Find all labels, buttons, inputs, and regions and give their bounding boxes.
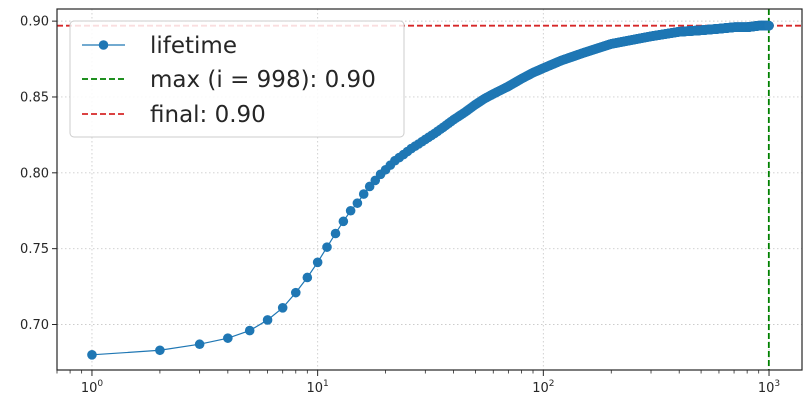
x-tick-label: 101 — [307, 379, 329, 396]
data-point — [364, 181, 375, 192]
data-point — [352, 198, 363, 208]
data-point — [87, 350, 97, 360]
data-point — [194, 339, 205, 350]
data-point — [338, 216, 349, 227]
data-point — [764, 20, 774, 31]
x-tick-label: 103 — [758, 379, 780, 396]
data-point — [223, 333, 233, 343]
legend-box — [69, 20, 405, 138]
data-point — [312, 257, 323, 268]
plot-area — [57, 9, 802, 370]
y-tick-label: 0.90 — [20, 15, 49, 30]
data-point — [262, 315, 273, 325]
x-tick-label: 100 — [81, 379, 104, 396]
data-point — [302, 272, 313, 283]
data-point — [345, 205, 356, 216]
x-tick-label: 102 — [532, 379, 554, 396]
y-tick-label: 0.70 — [20, 318, 49, 333]
axis-ticks: 0.70 0.75 0.80 0.85 0.90 100 101 102 103 — [20, 15, 780, 396]
legend-label-final: final: 0.90 — [150, 102, 266, 128]
legend-label-lifetime: lifetime — [150, 33, 237, 59]
data-point — [322, 242, 332, 252]
data-point — [358, 189, 369, 199]
y-tick-label: 0.75 — [20, 242, 49, 257]
data-point — [155, 345, 165, 356]
legend: lifetime max (i = 998): 0.90 final: 0.90 — [69, 20, 405, 138]
data-point — [330, 228, 341, 239]
y-tick-label: 0.80 — [20, 166, 49, 181]
data-point — [277, 303, 288, 313]
data-point — [244, 325, 255, 336]
legend-marker-lifetime — [98, 40, 109, 50]
axes-frame — [56, 8, 803, 371]
y-tick-label: 0.85 — [20, 90, 49, 105]
data-point — [290, 287, 301, 298]
legend-label-max: max (i = 998): 0.90 — [150, 67, 376, 93]
